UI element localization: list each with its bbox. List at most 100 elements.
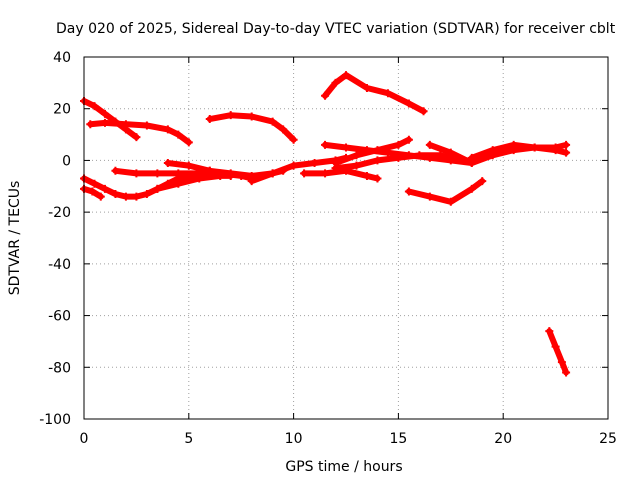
series-track-16 [404, 177, 487, 206]
series-track-14 [331, 135, 413, 168]
series-track-01 [80, 96, 141, 142]
data-point [562, 148, 571, 157]
data-point [205, 115, 214, 124]
data-point [247, 112, 256, 121]
x-tick-label: 15 [389, 431, 407, 447]
series-track-15 [331, 151, 455, 173]
data-point [205, 166, 214, 175]
data-point [321, 140, 330, 149]
x-axis-label: GPS time / hours [285, 459, 402, 475]
x-tick-label: 10 [285, 431, 303, 447]
series-track-11 [321, 71, 428, 116]
series-track [546, 328, 570, 376]
data-point [268, 117, 277, 126]
data-point [132, 133, 141, 142]
data-point [310, 159, 319, 168]
data-point [163, 159, 172, 168]
data-point [226, 111, 235, 120]
data-point [90, 102, 99, 111]
data-point [121, 120, 130, 129]
data-point [362, 171, 371, 180]
data-point [111, 166, 120, 175]
data-point [184, 161, 193, 170]
data-point [226, 169, 235, 178]
data-point [373, 174, 382, 183]
data-point [362, 84, 371, 93]
series-track-10 [300, 166, 382, 183]
data-point [342, 71, 350, 80]
y-tick-label: 40 [53, 50, 71, 66]
y-tick-label: -40 [48, 257, 71, 273]
data-point [289, 135, 298, 144]
data-point [446, 148, 455, 157]
data-point [394, 153, 403, 162]
data-point [142, 121, 151, 130]
data-point [467, 184, 476, 193]
data-point [163, 125, 172, 134]
data-point [247, 177, 256, 186]
y-axis-label: SDTVAR / TECUs [7, 181, 23, 296]
data-point [88, 187, 97, 196]
data-point [132, 192, 141, 201]
data-point [545, 327, 554, 336]
series-track-08 [205, 111, 298, 144]
data-point [373, 146, 382, 155]
data-point [562, 140, 571, 149]
data-point [86, 120, 95, 129]
data-point [419, 107, 428, 116]
data-point [153, 184, 162, 193]
data-point [551, 143, 560, 152]
y-tick-label: -60 [48, 309, 71, 325]
data-point [425, 192, 434, 201]
data-point [279, 125, 288, 134]
axis-ticks: 0 5 10 15 20 25 40 20 0 -20 -40 -60 -80 -100 [39, 50, 617, 447]
data-point [90, 179, 99, 188]
data-point [342, 143, 350, 152]
data-point [321, 169, 330, 178]
data-point [551, 342, 560, 351]
data-point [446, 197, 455, 206]
data-point [111, 190, 120, 199]
data-point [488, 146, 497, 155]
data-point [132, 169, 141, 178]
series-track-19 [545, 327, 571, 377]
data-series [80, 71, 571, 377]
x-tick-label: 0 [80, 431, 89, 447]
data-point [467, 153, 476, 162]
x-tick-label: 5 [184, 431, 193, 447]
x-tick-label: 20 [494, 431, 512, 447]
data-point [100, 109, 109, 118]
data-point [436, 151, 445, 160]
data-point [289, 161, 298, 170]
data-point [184, 138, 193, 147]
data-point [352, 161, 361, 170]
data-point [300, 169, 309, 178]
data-point [195, 174, 204, 183]
data-point [404, 187, 413, 196]
data-point [562, 368, 571, 377]
series-track-18 [467, 140, 571, 162]
y-tick-label: -80 [48, 360, 71, 376]
data-point [478, 177, 487, 186]
data-point [404, 99, 413, 108]
data-point [331, 164, 340, 173]
data-point [557, 358, 566, 367]
data-point [394, 140, 403, 149]
data-point [174, 179, 183, 188]
data-point [331, 78, 340, 87]
data-point [404, 135, 413, 144]
data-point [174, 169, 183, 178]
chart-title: Day 020 of 2025, Sidereal Day-to-day VTE… [56, 21, 616, 37]
data-point [383, 89, 392, 98]
data-point [96, 192, 105, 201]
data-point [174, 130, 183, 139]
data-point [415, 151, 424, 160]
plot-frame [83, 56, 609, 420]
data-point [425, 140, 434, 149]
y-tick-label: 20 [53, 102, 71, 118]
grid-lines [84, 57, 608, 419]
data-point [100, 184, 109, 193]
y-tick-label: 0 [62, 153, 71, 169]
data-point [373, 156, 382, 165]
